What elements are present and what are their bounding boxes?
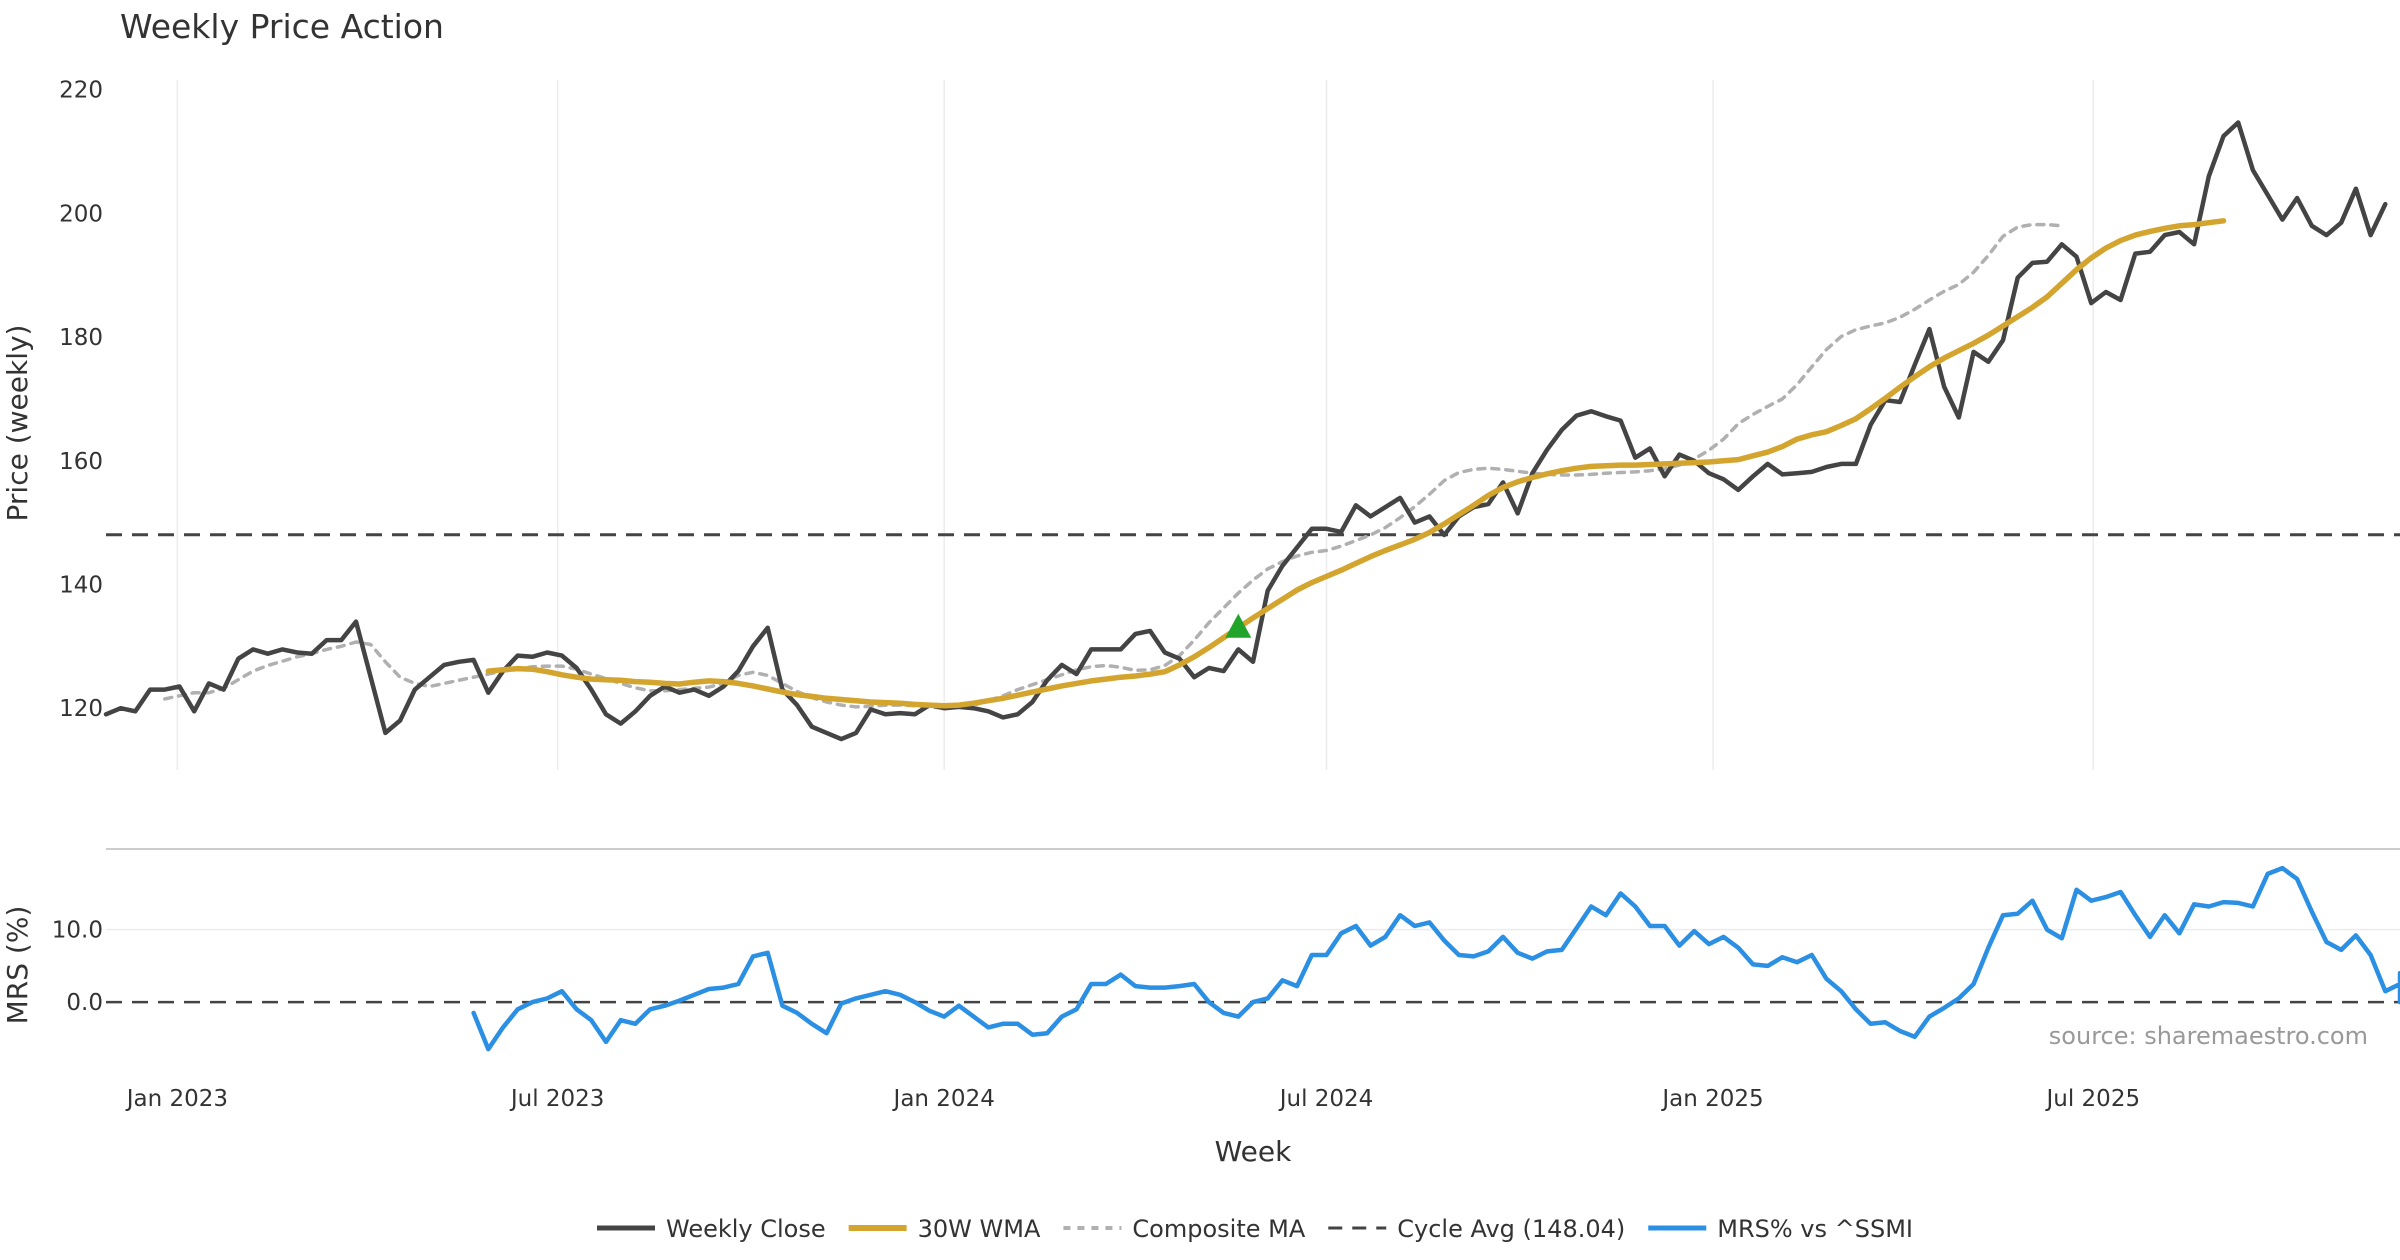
legend-weekly-close: Weekly Close bbox=[597, 1215, 826, 1243]
legend-wma-30w: 30W WMA bbox=[848, 1215, 1041, 1243]
buy-signal-marker bbox=[1225, 613, 1252, 638]
legend-label: Composite MA bbox=[1132, 1215, 1305, 1243]
series bbox=[103, 120, 2400, 1052]
price-axis-title: Price (weekly) bbox=[1, 325, 34, 522]
x-axis-title: Week bbox=[1215, 1135, 1292, 1168]
x-tick-label: Jul 2025 bbox=[2044, 1086, 2140, 1112]
reference-lines bbox=[106, 533, 2400, 1004]
legend-cycle-avg: Cycle Avg (148.04) bbox=[1328, 1215, 1625, 1243]
chart-title: Weekly Price Action bbox=[120, 7, 444, 46]
tick-labels: Jan 2023 Jul 2023 Jan 2024 Jul 2024 Jan 2025… bbox=[52, 78, 2140, 1112]
wma-30w-line bbox=[485, 218, 2227, 709]
x-tick-label: Jan 2025 bbox=[1660, 1086, 1763, 1112]
price-y-tick-label: 140 bbox=[59, 572, 103, 598]
legend-label: Cycle Avg (148.04) bbox=[1397, 1215, 1625, 1243]
legend: Weekly Close 30W WMA Composite MA Cycle Avg… bbox=[597, 1215, 1913, 1243]
legend-composite-ma: Composite MA bbox=[1063, 1215, 1306, 1243]
mrs-line bbox=[471, 865, 2400, 1052]
legend-mrs: MRS% vs ^SSMI bbox=[1648, 1215, 1913, 1243]
composite-ma-line bbox=[163, 222, 2064, 710]
x-tick-label: Jul 2024 bbox=[1278, 1086, 1374, 1112]
x-tick-label: Jul 2023 bbox=[509, 1086, 605, 1112]
price-y-tick-label: 220 bbox=[59, 78, 103, 104]
x-tick-label: Jan 2023 bbox=[125, 1086, 228, 1112]
mrs-axis-title: MRS (%) bbox=[1, 906, 34, 1025]
legend-label: MRS% vs ^SSMI bbox=[1717, 1215, 1913, 1243]
legend-label: 30W WMA bbox=[918, 1215, 1041, 1243]
price-y-tick-label: 160 bbox=[59, 449, 103, 475]
price-y-tick-label: 180 bbox=[59, 325, 103, 351]
x-tick-label: Jan 2024 bbox=[892, 1086, 995, 1112]
price-y-tick-label: 200 bbox=[59, 201, 103, 227]
legend-label: Weekly Close bbox=[666, 1215, 826, 1243]
markers bbox=[1225, 613, 1252, 638]
source-label: source: sharemaestro.com bbox=[2049, 1022, 2368, 1050]
price-y-tick-label: 120 bbox=[59, 696, 103, 722]
mrs-y-tick-label: 0.0 bbox=[66, 990, 103, 1016]
weekly-close-line bbox=[103, 120, 2388, 742]
mrs-y-tick-label: 10.0 bbox=[52, 918, 103, 944]
grid bbox=[106, 80, 2400, 931]
